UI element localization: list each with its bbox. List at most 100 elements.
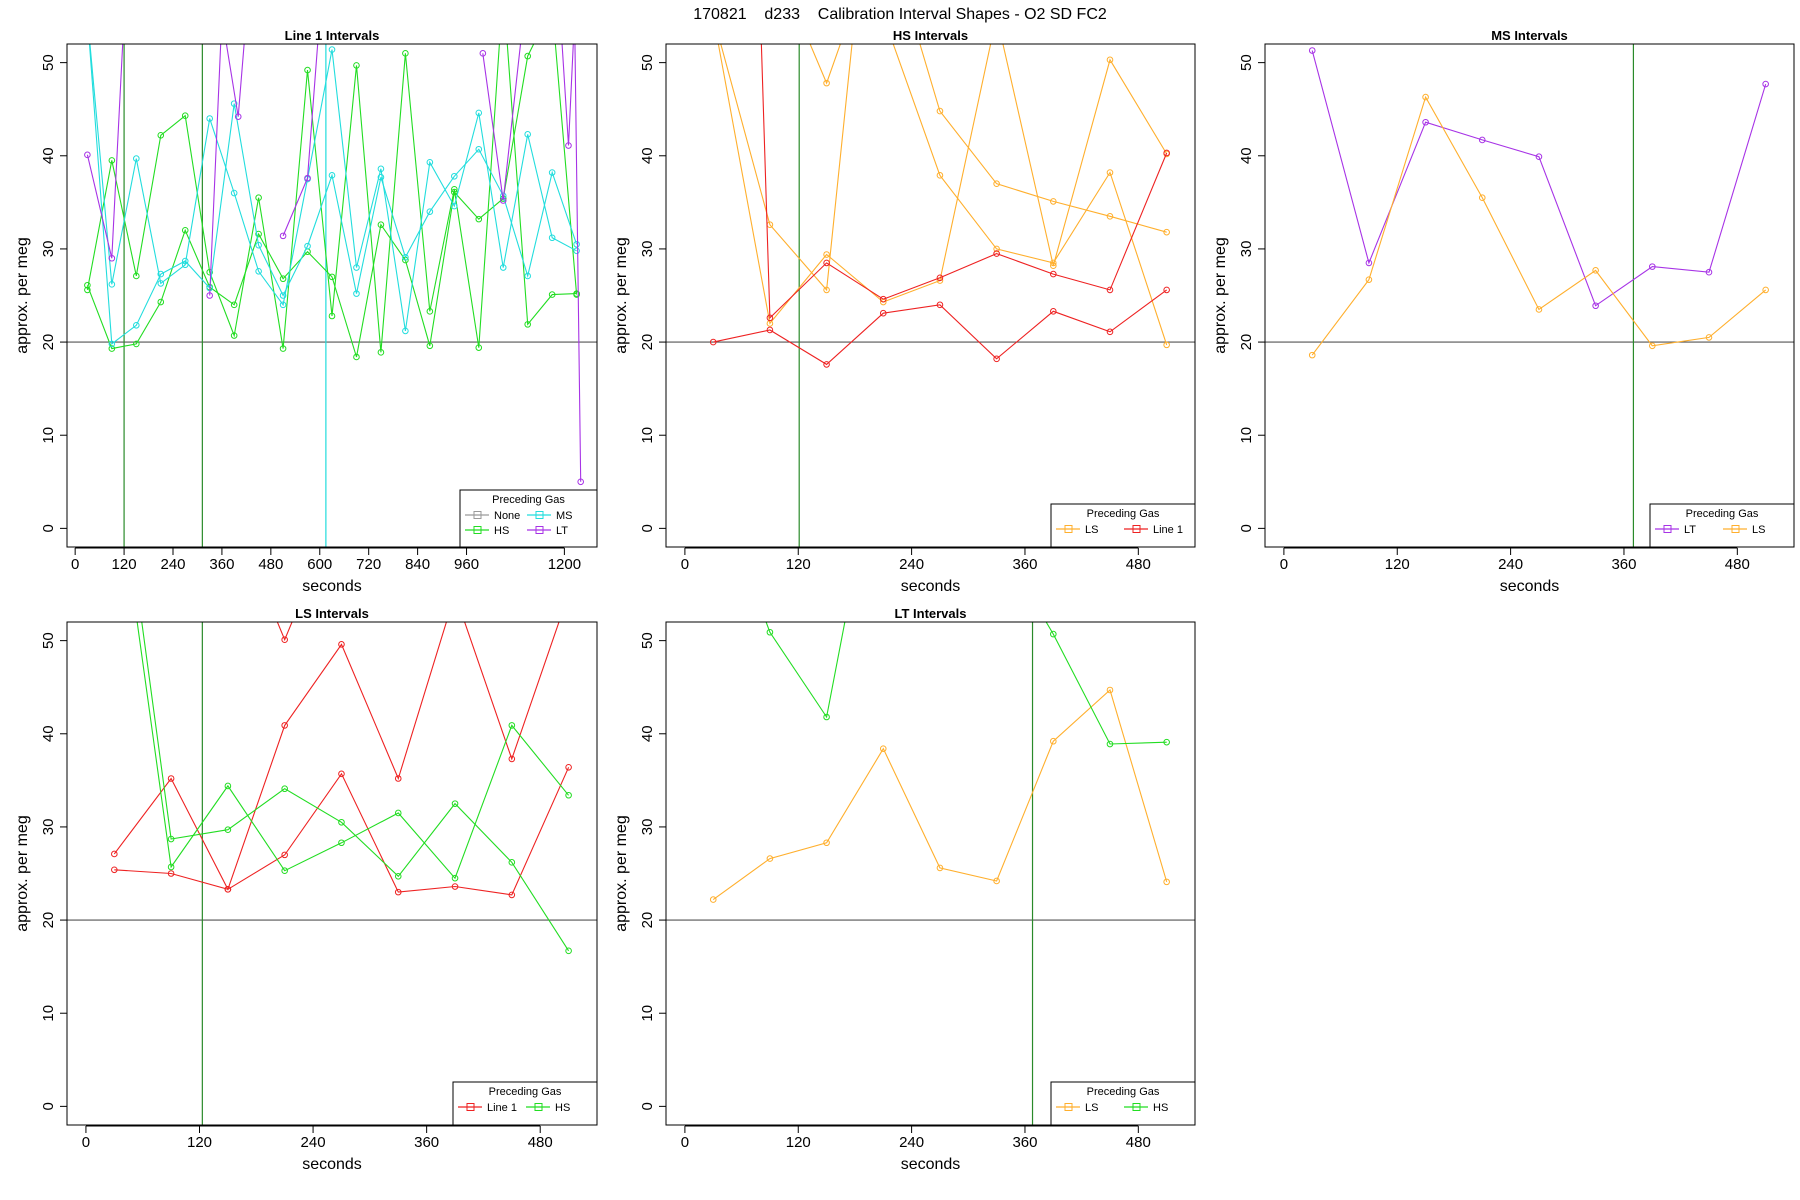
chart-4-y-tick-label: 40: [40, 725, 57, 742]
chart-5-title: LT Intervals: [894, 606, 966, 621]
chart-1-series-3-point: [328, 46, 336, 53]
chart-1-series-3-point: [108, 281, 116, 288]
chart-1-series-7-point: [279, 232, 287, 240]
chart-5-x-tick-label: 120: [786, 1134, 811, 1151]
chart-5-plot-area: [666, 622, 1195, 1125]
chart-1-legend-item-4: LT: [527, 525, 568, 537]
chart-5-series-1-point: [766, 855, 774, 862]
chart-4-series-1-point: [167, 775, 175, 782]
chart-1-series-4-point: [181, 257, 189, 265]
chart-3-series-1-point: [1365, 259, 1373, 267]
chart-4-series-4-point: [281, 867, 288, 875]
chart-1-series-3-line: [89, 44, 577, 331]
chart-4-series-2-point: [111, 866, 118, 874]
chart-2-series-5-point: [1050, 259, 1057, 267]
chart-5-y-tick-label: 10: [639, 1005, 656, 1022]
chart-1-series-2-point: [157, 298, 165, 306]
chart-1-series-1-point: [255, 194, 262, 201]
chart-1-series-1-point: [279, 345, 287, 352]
chart-1-series-7-point: [317, 13, 323, 19]
chart-1-legend-title: Preceding Gas: [492, 494, 565, 506]
chart-1-series-2-point: [377, 221, 385, 229]
chart-2-legend: Preceding Gas LS Line 1: [1050, 503, 1196, 548]
chart-1-series-4-point: [108, 340, 116, 348]
chart-1-x-tick-label: 120: [112, 556, 137, 573]
chart-1-series-3-point: [157, 280, 165, 287]
chart-5-series-2-point: [766, 628, 774, 636]
chart-2-y-axis: 0 10 20 30 40 50: [639, 54, 667, 533]
chart-2-series-6-point: [993, 355, 1000, 363]
chart-3: MS Intervals 0 120 240 360 480 seconds 0 10 20 30 4…: [1212, 28, 1795, 595]
figure-title: 170821 d233 Calibration Interval Shapes …: [693, 6, 1107, 23]
chart-1-series-4-point: [573, 240, 580, 248]
chart-5-y-tick-label: 20: [639, 912, 656, 929]
chart-3-series-1-point: [1762, 80, 1769, 88]
chart-2-series-2-line: [809, 44, 841, 85]
chart-5-x-tick-label: 360: [1012, 1134, 1037, 1151]
chart-4-series-1-point: [452, 591, 458, 597]
chart-1-series-3-point: [133, 155, 140, 162]
chart-2-series-6-point: [1106, 328, 1114, 336]
chart-3-series-2-point: [1649, 342, 1656, 350]
chart-1-series-3-point: [206, 115, 213, 122]
chart-5-legend-item-1: LS: [1056, 1102, 1098, 1114]
chart-1-series-4-point: [548, 169, 556, 176]
chart-1-series-1-point: [426, 308, 434, 315]
chart-4-series-2-point: [394, 888, 402, 896]
chart-5-x-label: seconds: [901, 1156, 961, 1173]
chart-1-series-2-point: [524, 52, 531, 60]
chart-3-legend-title: Preceding Gas: [1686, 508, 1759, 520]
chart-4-series-5: [141, 622, 572, 955]
chart-2-y-label: approx. per meg: [613, 237, 630, 354]
chart-1-series-3: [89, 44, 580, 335]
chart-1-legend-item-1: None: [465, 510, 520, 522]
chart-1-series-5: [84, 13, 127, 262]
chart-2-legend-item-1: LS: [1056, 524, 1098, 536]
chart-1-series-2-point: [549, 4, 555, 10]
chart-3-x-axis: 0 120 240 360 480: [1280, 547, 1750, 573]
chart-3-series-1-point: [1705, 268, 1713, 276]
chart-2-series-6-point: [1163, 286, 1170, 294]
chart-4-series-2-point: [565, 764, 572, 771]
chart-1-legend-swatch-marker: [535, 526, 544, 534]
chart-2-series-7-point: [993, 250, 1000, 257]
chart-4-legend-swatch-marker: [534, 1103, 543, 1111]
chart-5-legend: Preceding Gas LS HS: [1050, 1081, 1196, 1126]
chart-1-series-2-line: [86, 44, 578, 358]
chart-1-x-tick-label: 360: [209, 556, 234, 573]
chart-5-frame: [665, 621, 1196, 1126]
chart-4-legend-label: HS: [555, 1102, 570, 1114]
chart-1-series-4-point: [133, 322, 140, 329]
chart-1-series-2-point: [84, 281, 91, 289]
chart-5-series-1-point: [709, 896, 717, 903]
chart-1-series-7: [279, 13, 323, 240]
chart-1-series-9-point: [565, 142, 572, 149]
chart-4-series-4-point: [338, 839, 345, 847]
chart-3-y-tick-label: 30: [1238, 241, 1255, 258]
chart-2-y-tick-label: 0: [639, 524, 656, 532]
chart-4-title: LS Intervals: [295, 606, 369, 621]
chart-1-series-1-point: [524, 321, 531, 328]
chart-3-series-1-point: [1649, 263, 1656, 270]
chart-3-series-2-point: [1478, 194, 1486, 201]
chart-1-series-3-point: [353, 264, 360, 271]
chart-1-series-5-point: [84, 151, 91, 159]
chart-5-series-1-point: [936, 864, 944, 872]
chart-3-x-tick-label: 360: [1611, 556, 1636, 573]
chart-3-frame: [1264, 43, 1795, 548]
chart-1-y-tick-label: 30: [40, 241, 57, 258]
chart-1-series-7-line: [282, 44, 319, 237]
chart-4-series-3-point: [281, 636, 288, 643]
chart-1-series-4-point: [377, 173, 385, 181]
chart-1-legend-label: MS: [556, 510, 573, 522]
chart-3-series-1-point: [1308, 47, 1316, 54]
chart-2-series-6-point: [766, 326, 774, 334]
chart-4-series-4-point: [167, 863, 175, 871]
chart-2-series-6-point: [709, 338, 717, 346]
chart-4-series-2-line: [114, 767, 570, 896]
chart-2-legend-box: [1050, 503, 1196, 548]
chart-4-series-3-point: [263, 591, 269, 597]
chart-1-legend-label: None: [494, 510, 520, 522]
chart-2-y-tick-label: 30: [639, 241, 656, 258]
chart-1-series-5-point: [121, 13, 127, 19]
